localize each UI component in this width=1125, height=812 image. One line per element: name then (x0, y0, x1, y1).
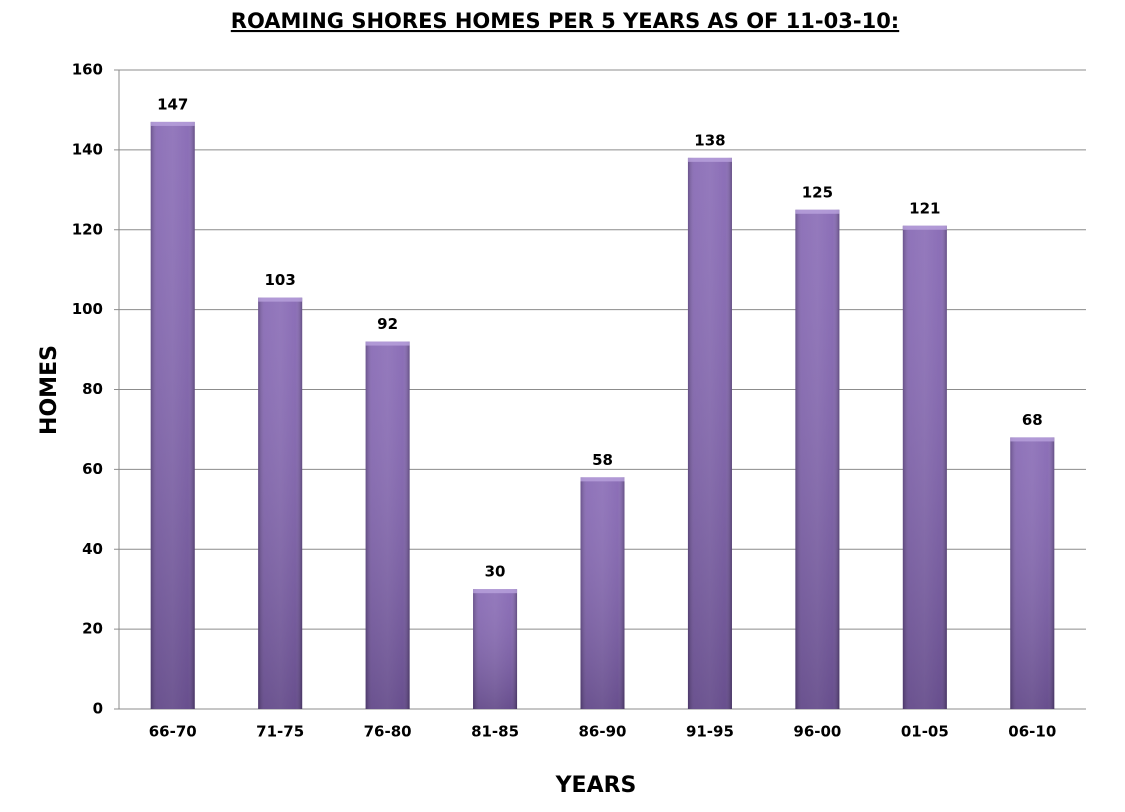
bar-shade (258, 297, 303, 709)
value-label: 92 (377, 315, 398, 333)
value-label: 103 (265, 271, 296, 289)
y-tick-label: 0 (93, 700, 103, 718)
x-tick-label: 91-95 (686, 723, 734, 741)
bar-cap (150, 121, 195, 126)
value-label: 30 (485, 563, 506, 581)
bar-cap (258, 297, 303, 302)
bar-shade (1010, 437, 1055, 709)
bar-shade (902, 225, 947, 709)
x-tick-label: 01-05 (901, 723, 949, 741)
value-label: 125 (802, 183, 833, 201)
x-tick-label: 06-10 (1008, 723, 1056, 741)
value-label: 147 (157, 95, 188, 113)
x-tick-label: 71-75 (256, 723, 304, 741)
value-label: 58 (592, 451, 613, 469)
bar-shade (473, 589, 518, 709)
chart-title: ROAMING SHORES HOMES PER 5 YEARS AS OF 1… (231, 9, 899, 33)
y-tick-label: 140 (72, 140, 103, 158)
bar-shade (365, 341, 410, 709)
x-tick-label: 81-85 (471, 723, 519, 741)
bar-cap (902, 225, 947, 230)
y-tick-label: 60 (82, 460, 103, 478)
y-tick-label: 100 (72, 300, 103, 318)
y-tick-label: 40 (82, 540, 103, 558)
y-tick-label: 20 (82, 620, 103, 638)
bar-cap (1010, 437, 1055, 442)
bar-shade (150, 121, 195, 709)
value-label: 68 (1022, 411, 1043, 429)
bar-cap (687, 157, 732, 162)
x-tick-label: 76-80 (364, 723, 412, 741)
bar-shade (580, 477, 625, 709)
x-tick-label: 96-00 (793, 723, 841, 741)
value-label: 138 (694, 131, 725, 149)
bar-cap (473, 589, 518, 594)
y-tick-label: 80 (82, 380, 103, 398)
x-axis-title: YEARS (555, 773, 637, 798)
bar-shade (687, 157, 732, 710)
bar-shade (795, 209, 840, 709)
y-tick-label: 160 (72, 61, 103, 79)
x-tick-label: 86-90 (579, 723, 627, 741)
y-axis-title: HOMES (37, 345, 62, 435)
bar-cap (795, 209, 840, 214)
y-tick-label: 120 (72, 220, 103, 238)
x-tick-label: 66-70 (149, 723, 197, 741)
bar-cap (365, 341, 410, 346)
value-label: 121 (909, 199, 940, 217)
bar-cap (580, 477, 625, 482)
